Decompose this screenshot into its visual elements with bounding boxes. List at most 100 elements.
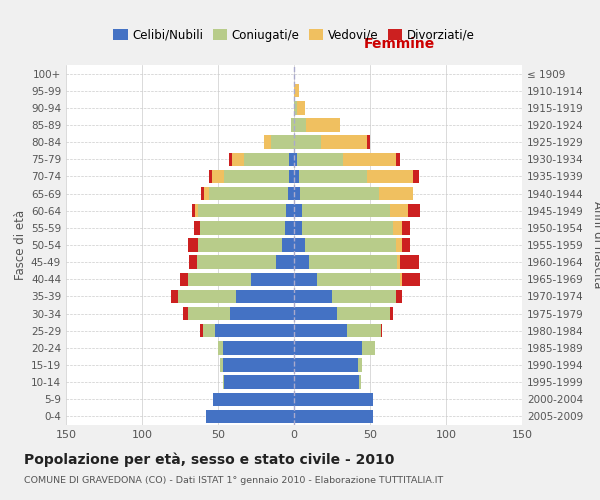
Bar — [220, 358, 223, 372]
Bar — [180, 272, 188, 286]
Bar — [294, 136, 322, 149]
Bar — [367, 170, 413, 183]
Bar — [294, 152, 297, 166]
Bar — [396, 152, 400, 166]
Bar — [194, 221, 200, 234]
Bar — [294, 307, 337, 320]
Bar — [294, 358, 358, 372]
Bar — [413, 170, 419, 183]
Bar — [224, 376, 294, 389]
Bar — [390, 307, 393, 320]
Bar — [282, 238, 294, 252]
Bar — [209, 170, 212, 183]
Bar — [294, 101, 297, 114]
Text: COMUNE DI GRAVEDONA (CO) - Dati ISTAT 1° gennaio 2010 - Elaborazione TUTTITALIA.: COMUNE DI GRAVEDONA (CO) - Dati ISTAT 1°… — [24, 476, 443, 485]
Bar — [347, 324, 380, 338]
Bar — [212, 170, 224, 183]
Bar — [229, 152, 232, 166]
Bar — [197, 256, 276, 269]
Bar — [203, 324, 215, 338]
Bar — [305, 238, 396, 252]
Bar — [214, 392, 294, 406]
Bar — [402, 238, 410, 252]
Bar — [294, 238, 305, 252]
Bar — [223, 376, 224, 389]
Bar — [223, 341, 294, 354]
Bar — [232, 152, 244, 166]
Bar — [205, 187, 209, 200]
Bar — [291, 118, 294, 132]
Bar — [288, 187, 294, 200]
Bar — [294, 410, 373, 423]
Text: Femmine: Femmine — [363, 36, 434, 51]
Bar — [294, 204, 302, 218]
Bar — [200, 221, 285, 234]
Bar — [393, 221, 402, 234]
Bar — [390, 204, 408, 218]
Bar — [299, 170, 367, 183]
Bar — [289, 170, 294, 183]
Y-axis label: Anni di nascita: Anni di nascita — [590, 202, 600, 288]
Bar — [244, 152, 289, 166]
Bar — [302, 204, 390, 218]
Bar — [362, 341, 374, 354]
Bar — [271, 136, 294, 149]
Bar — [236, 290, 294, 303]
Bar — [302, 221, 393, 234]
Bar — [198, 204, 286, 218]
Bar — [294, 341, 362, 354]
Bar — [198, 238, 282, 252]
Bar — [285, 221, 294, 234]
Bar — [317, 272, 400, 286]
Bar — [195, 204, 198, 218]
Bar — [294, 84, 299, 98]
Bar — [215, 324, 294, 338]
Bar — [294, 118, 306, 132]
Bar — [322, 136, 367, 149]
Bar — [263, 136, 271, 149]
Bar — [306, 118, 340, 132]
Bar — [206, 410, 294, 423]
Bar — [230, 307, 294, 320]
Bar — [337, 307, 390, 320]
Bar — [188, 307, 230, 320]
Bar — [218, 341, 223, 354]
Bar — [380, 324, 382, 338]
Text: Popolazione per età, sesso e stato civile - 2010: Popolazione per età, sesso e stato civil… — [24, 452, 394, 467]
Bar — [396, 290, 402, 303]
Bar — [294, 324, 347, 338]
Bar — [359, 376, 361, 389]
Bar — [286, 204, 294, 218]
Bar — [224, 170, 289, 183]
Bar — [294, 221, 302, 234]
Y-axis label: Fasce di età: Fasce di età — [14, 210, 27, 280]
Bar — [178, 290, 236, 303]
Bar — [294, 392, 373, 406]
Bar — [188, 238, 198, 252]
Bar — [300, 187, 379, 200]
Bar — [201, 187, 205, 200]
Bar — [367, 136, 370, 149]
Bar — [251, 272, 294, 286]
Legend: Celibi/Nubili, Coniugati/e, Vedovi/e, Divorziati/e: Celibi/Nubili, Coniugati/e, Vedovi/e, Di… — [109, 24, 479, 46]
Bar — [276, 256, 294, 269]
Bar — [402, 221, 410, 234]
Bar — [294, 376, 359, 389]
Bar — [297, 152, 343, 166]
Bar — [223, 358, 294, 372]
Bar — [408, 204, 420, 218]
Bar — [294, 170, 299, 183]
Bar — [397, 256, 400, 269]
Bar — [294, 290, 332, 303]
Bar — [294, 187, 300, 200]
Bar — [379, 187, 413, 200]
Bar — [289, 152, 294, 166]
Bar — [183, 307, 188, 320]
Bar — [294, 272, 317, 286]
Bar — [343, 152, 396, 166]
Bar — [200, 324, 203, 338]
Bar — [209, 187, 288, 200]
Bar — [189, 256, 197, 269]
Bar — [297, 101, 305, 114]
Bar — [192, 204, 195, 218]
